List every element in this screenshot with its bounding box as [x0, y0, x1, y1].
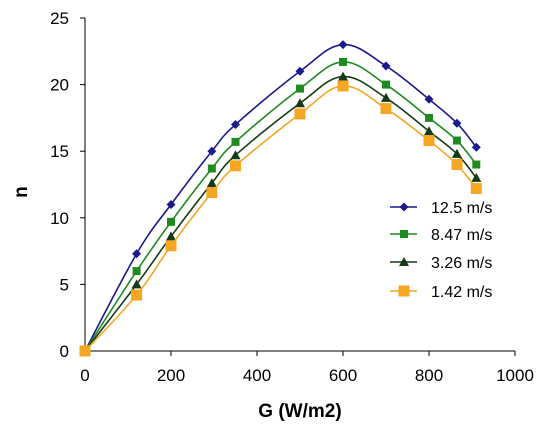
legend-marker: [399, 257, 409, 266]
legend-marker: [399, 202, 409, 212]
x-tick-label: 0: [80, 366, 89, 385]
data-point: [231, 137, 240, 146]
legend-item: 12.5 m/s: [390, 200, 492, 217]
data-point: [423, 135, 435, 147]
x-tick-label: 800: [415, 366, 443, 385]
series-4: [79, 80, 482, 357]
data-point: [337, 80, 349, 92]
data-point: [295, 66, 305, 76]
legend-label: 12.5 m/s: [431, 200, 492, 217]
y-tick-label: 5: [60, 275, 69, 294]
legend-item: 1.42 m/s: [390, 284, 492, 301]
data-point: [452, 118, 462, 128]
data-point: [132, 267, 141, 276]
data-point: [452, 136, 461, 145]
data-point: [424, 94, 434, 104]
y-tick-label: 25: [50, 9, 69, 28]
data-point: [206, 186, 218, 198]
data-point: [230, 160, 241, 172]
x-tick-label: 1000: [496, 366, 534, 385]
data-point: [472, 160, 481, 169]
series-3: [80, 71, 482, 355]
x-axis-ticks: 0 200 400 600 800 1000: [80, 351, 534, 385]
data-point: [207, 146, 217, 156]
data-point: [382, 80, 390, 89]
x-tick-label: 200: [157, 366, 185, 385]
series-line: [84, 43, 477, 352]
data-point: [296, 84, 304, 93]
series-line: [84, 85, 477, 352]
y-tick-label: 20: [50, 76, 69, 95]
x-tick-label: 600: [329, 366, 357, 385]
data-point: [339, 57, 347, 66]
axes: [84, 18, 515, 352]
data-point: [451, 148, 462, 158]
data-point: [451, 159, 463, 171]
data-point: [338, 40, 348, 50]
data-point: [381, 92, 391, 102]
data-point: [166, 231, 176, 241]
data-point: [230, 150, 241, 160]
y-tick-label: 10: [50, 209, 69, 228]
data-point: [131, 279, 142, 289]
legend-marker: [398, 285, 410, 297]
data-point: [425, 113, 433, 122]
y-axis-ticks: 0 5 10 15 20 25: [50, 9, 85, 361]
y-tick-label: 0: [60, 342, 69, 361]
data-point: [165, 240, 177, 252]
y-tick-label: 15: [50, 142, 69, 161]
data-point: [338, 71, 348, 81]
series-group: [79, 40, 482, 357]
data-point: [381, 61, 391, 71]
legend-label: 8.47 m/s: [431, 227, 492, 244]
series-2: [81, 57, 481, 355]
legend-item: 3.26 m/s: [390, 255, 492, 272]
data-point: [470, 182, 482, 194]
legend: 12.5 m/s 8.47 m/s 3.26 m/s 1.42 m/s: [390, 200, 492, 301]
data-point: [79, 345, 91, 357]
series-line: [84, 61, 477, 352]
x-tick-label: 400: [243, 366, 271, 385]
data-point: [131, 289, 143, 301]
legend-marker: [400, 230, 408, 238]
legend-item: 8.47 m/s: [390, 227, 492, 244]
x-axis-title: G (W/m2): [258, 401, 341, 422]
data-point: [294, 108, 306, 120]
data-point: [380, 103, 392, 115]
data-point: [167, 217, 175, 226]
data-point: [166, 199, 176, 209]
series-1: [80, 40, 481, 356]
data-point: [132, 249, 142, 259]
data-point: [424, 126, 434, 136]
y-axis-title: n: [11, 186, 32, 198]
data-point: [471, 172, 482, 182]
legend-label: 3.26 m/s: [431, 255, 492, 272]
data-point: [295, 98, 305, 108]
data-point: [471, 142, 481, 152]
data-point: [207, 164, 216, 173]
data-point: [206, 178, 217, 188]
legend-label: 1.42 m/s: [431, 284, 492, 301]
data-point: [231, 120, 240, 130]
series-line: [84, 75, 477, 352]
